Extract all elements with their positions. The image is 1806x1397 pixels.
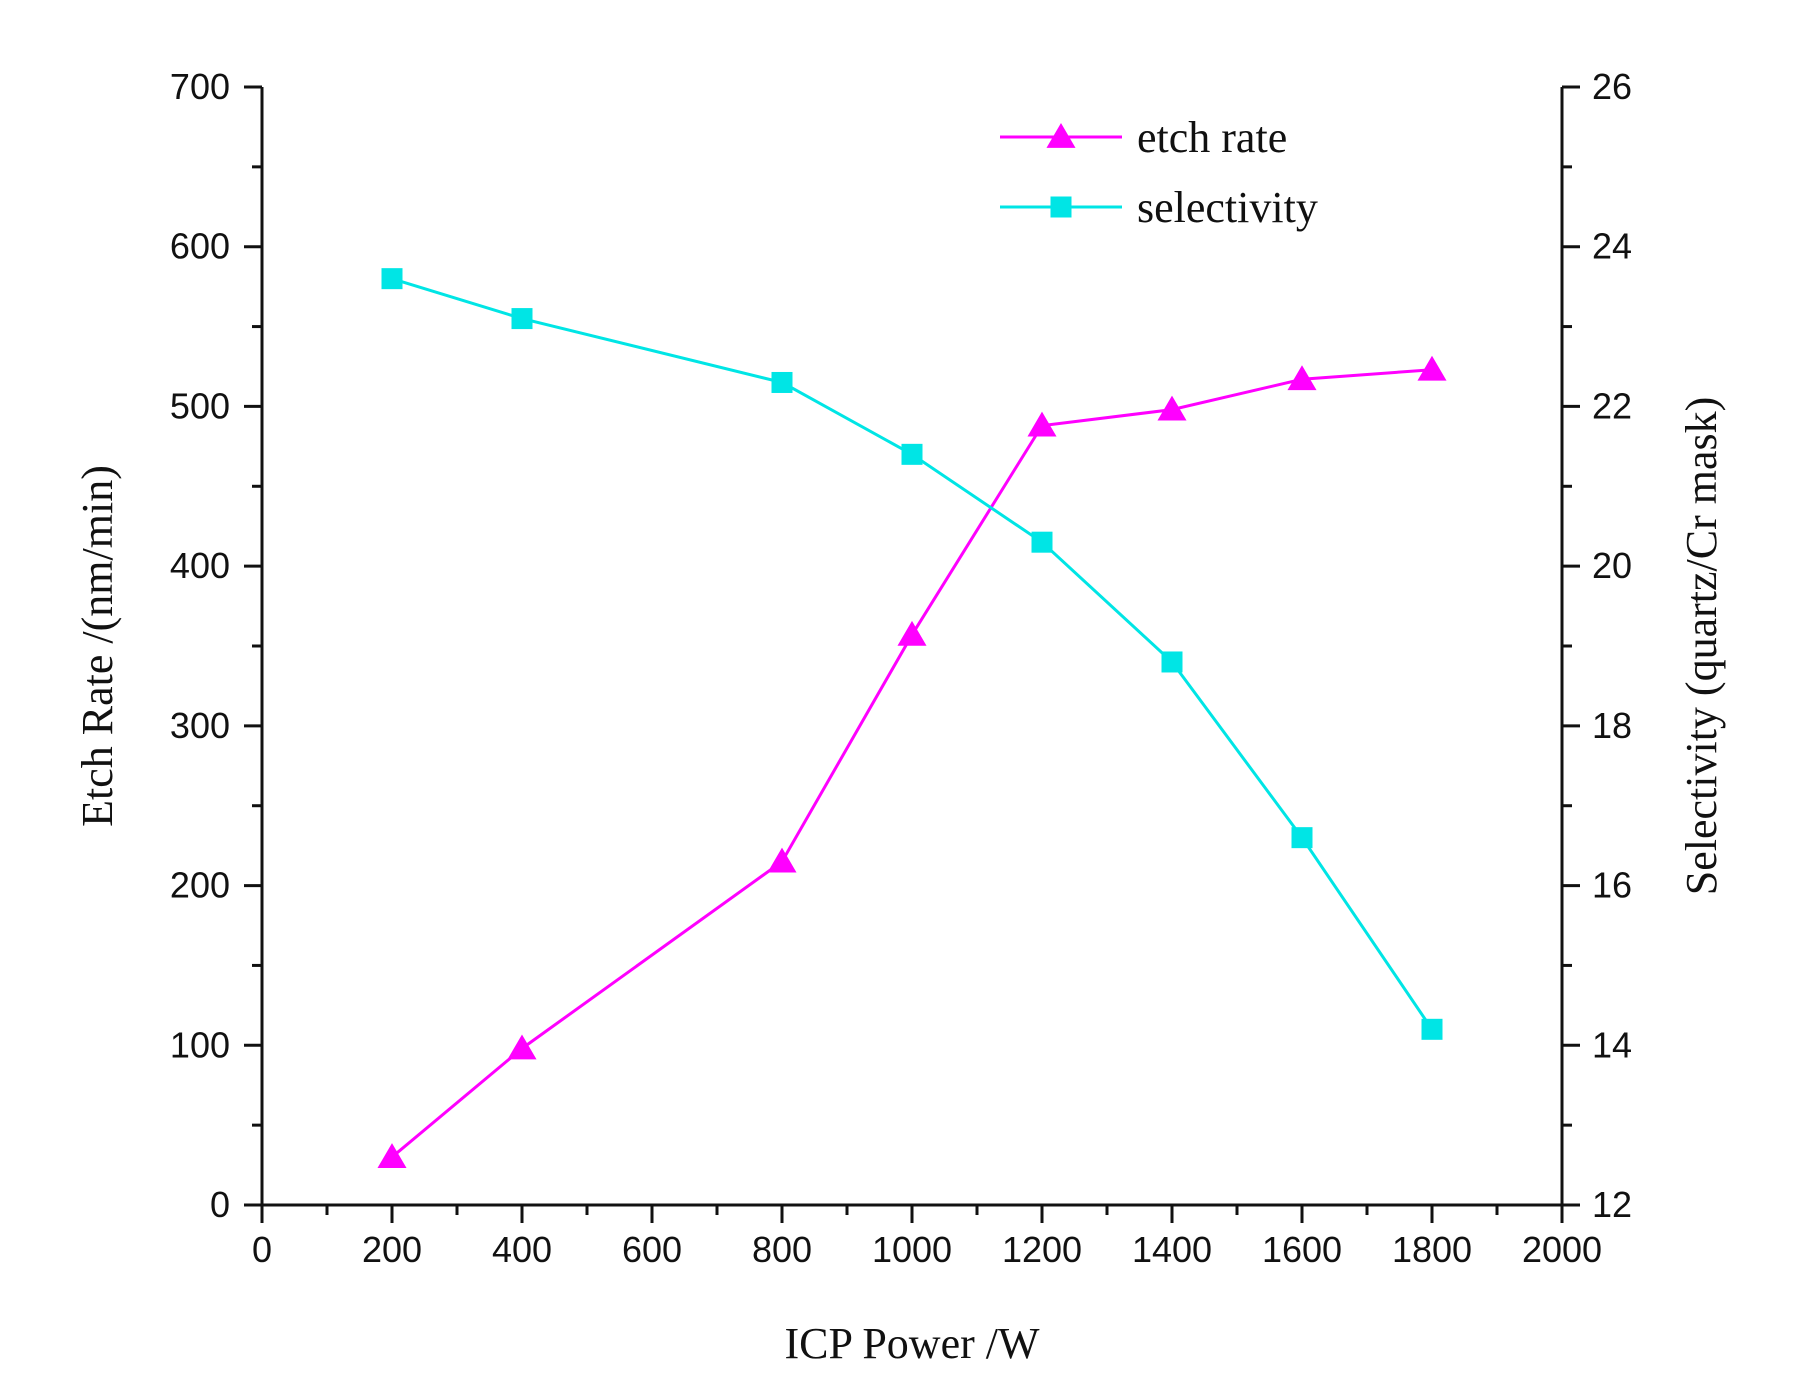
etch-rate-marker [1157, 395, 1187, 421]
x-tick-label: 400 [492, 1229, 552, 1270]
x-tick-label: 200 [362, 1229, 422, 1270]
selectivity-marker [381, 268, 403, 290]
axes-group: 0 200 400 600 800 1000 1200 1400 1600 1800 2000 0 10… [170, 66, 1632, 1270]
x-tick-label: 600 [622, 1229, 682, 1270]
left-y-tick-label: 300 [170, 705, 230, 746]
legend-label: selectivity [1137, 183, 1318, 232]
left-y-tick-label: 400 [170, 545, 230, 586]
left-y-tick-label: 600 [170, 226, 230, 267]
selectivity-marker [1031, 531, 1053, 553]
selectivity-line [391, 277, 1434, 1031]
etch-rate-marker [377, 1143, 407, 1168]
left-y-axis-title: Etch Rate /(nm/min) [73, 465, 122, 827]
x-tick-label: 1400 [1132, 1229, 1212, 1270]
right-y-tick-label: 12 [1592, 1184, 1632, 1225]
legend-label: etch rate [1137, 113, 1287, 162]
etch-rate-marker [507, 1034, 537, 1060]
left-y-tick-label: 100 [170, 1024, 230, 1065]
selectivity-marker [1161, 651, 1183, 673]
selectivity-marker [1291, 827, 1313, 849]
left-y-tick-label: 200 [170, 865, 230, 906]
x-tick-label: 800 [752, 1229, 812, 1270]
legend-marker [1050, 196, 1072, 218]
right-y-tick-label: 20 [1592, 545, 1632, 586]
x-tick-label: 1600 [1262, 1229, 1342, 1270]
x-tick-label: 1800 [1392, 1229, 1472, 1270]
legend: etch rate selectivity [1000, 113, 1318, 232]
right-y-tick-label: 18 [1592, 705, 1632, 746]
left-y-tick-label: 0 [210, 1184, 230, 1225]
right-y-axis-title: Selectivity (quartz/Cr mask) [1677, 397, 1726, 896]
series-group [377, 268, 1447, 1168]
etch-rate-marker [1027, 411, 1057, 437]
x-tick-label: 1000 [872, 1229, 952, 1270]
selectivity-marker [1421, 1018, 1443, 1040]
etch-rate-marker [767, 847, 797, 873]
x-axis-title: ICP Power /W [784, 1319, 1039, 1368]
etch-rate-marker [1417, 355, 1447, 381]
right-y-tick-label: 16 [1592, 865, 1632, 906]
left-y-tick-label: 700 [170, 66, 230, 107]
x-tick-label: 2000 [1522, 1229, 1602, 1270]
x-tick-label: 1200 [1002, 1229, 1082, 1270]
right-y-tick-label: 22 [1592, 385, 1632, 426]
right-y-tick-label: 24 [1592, 226, 1632, 267]
right-y-tick-label: 14 [1592, 1024, 1632, 1065]
x-tick-label: 0 [252, 1229, 272, 1270]
etch-rate-marker [1287, 365, 1317, 391]
selectivity-marker [901, 443, 923, 465]
etch-rate-marker [897, 620, 927, 646]
etch-rate-line [391, 368, 1433, 1159]
left-y-tick-label: 500 [170, 385, 230, 426]
right-y-tick-label: 26 [1592, 66, 1632, 107]
legend-marker [1046, 123, 1076, 148]
selectivity-marker [511, 308, 533, 330]
selectivity-marker [771, 371, 793, 393]
